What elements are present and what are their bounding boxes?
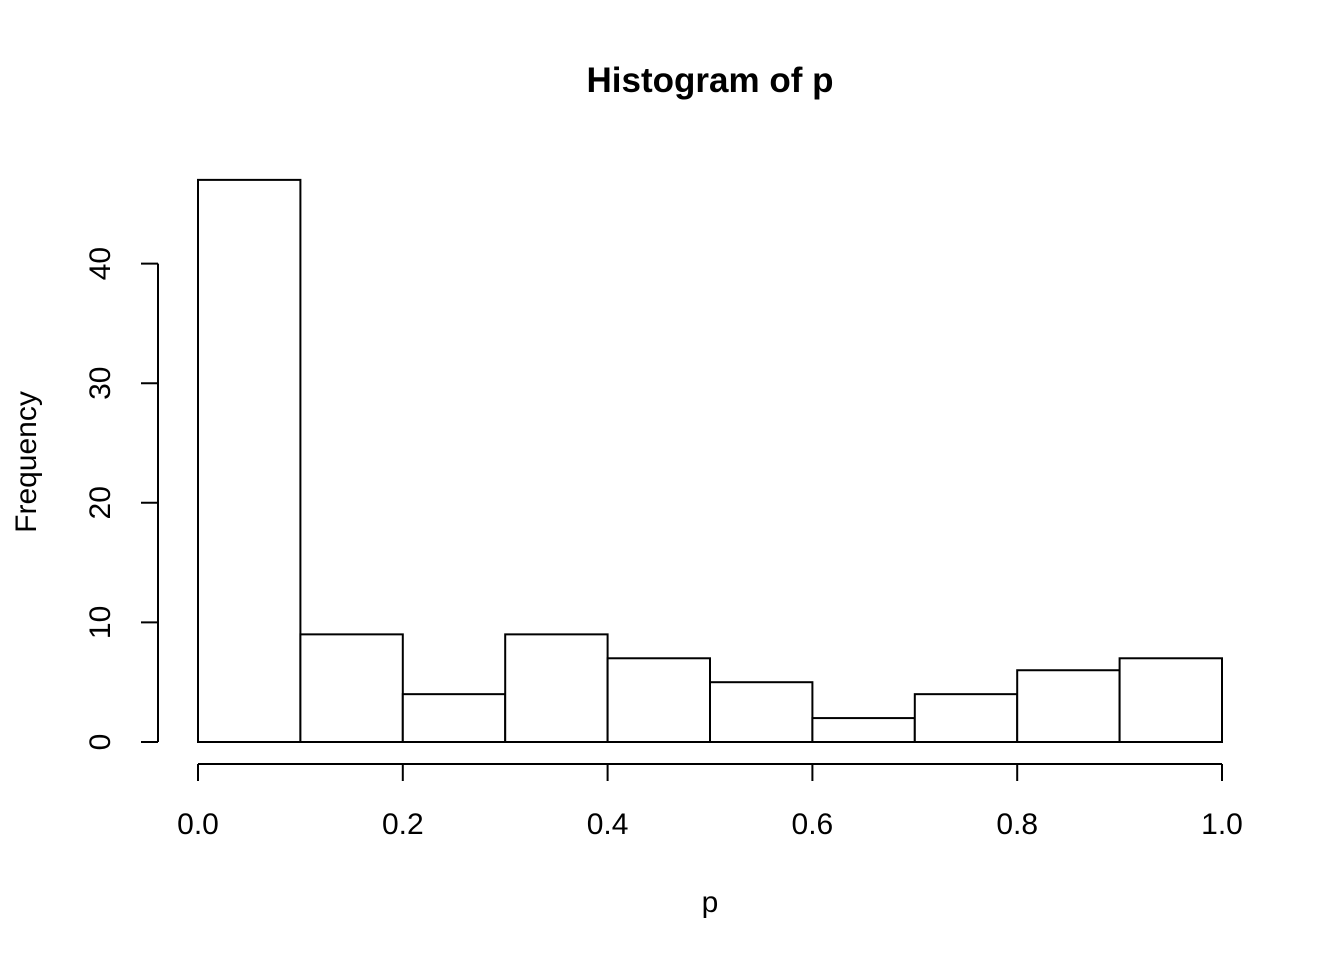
- histogram-bar: [1118, 657, 1223, 744]
- y-ticks-group: 0 10 20 30 40: [84, 247, 158, 750]
- histogram-bar: [709, 681, 814, 744]
- x-tick-label: 0.0: [177, 808, 219, 841]
- histogram-bar: [1016, 669, 1121, 743]
- y-axis-label: Frequency: [10, 391, 43, 533]
- y-tick-label: 20: [84, 486, 117, 519]
- x-tick-label: 0.6: [792, 808, 834, 841]
- histogram-bar: [913, 693, 1019, 743]
- y-tick-label: 40: [84, 247, 117, 280]
- x-tick-label: 0.8: [996, 808, 1038, 841]
- x-axis-label: p: [702, 886, 719, 919]
- histogram-bar: [401, 693, 507, 743]
- y-axis: 0 10 20 30 40: [84, 247, 159, 750]
- histogram-bar: [606, 657, 711, 744]
- histogram-bar: [197, 178, 302, 743]
- y-tick-label: 0: [84, 734, 117, 751]
- x-tick-label: 0.4: [587, 808, 629, 841]
- x-axis: 0.0 0.2 0.4 0.6 0.8 1.0: [177, 763, 1243, 841]
- x-ticks-group: 0.0 0.2 0.4 0.6 0.8 1.0: [177, 764, 1243, 841]
- histogram-bar: [299, 633, 404, 743]
- chart-title: Histogram of p: [587, 61, 834, 100]
- bars-group: [197, 178, 1223, 744]
- y-tick-label: 10: [84, 606, 117, 639]
- x-tick-label: 1.0: [1201, 808, 1243, 841]
- histogram-bar: [504, 633, 609, 743]
- histogram-bar: [811, 717, 916, 744]
- y-tick-label: 30: [84, 367, 117, 400]
- x-tick-label: 0.2: [382, 808, 424, 841]
